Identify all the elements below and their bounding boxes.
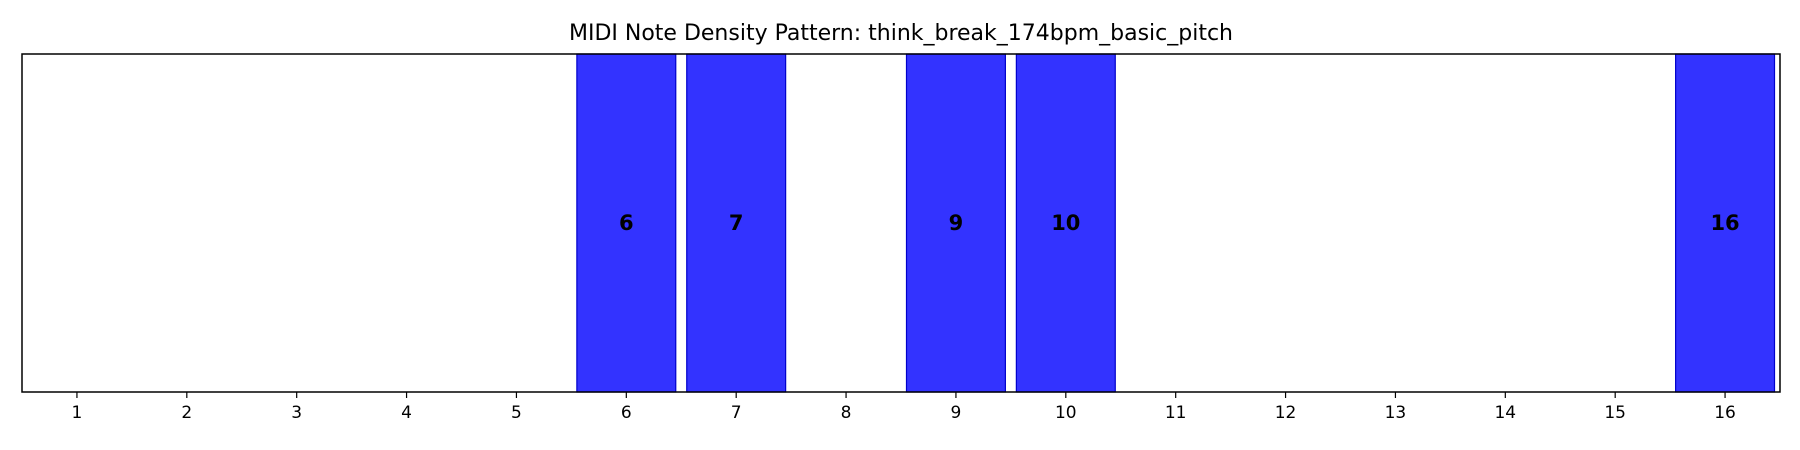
- bar-label-16: 16: [1710, 211, 1739, 235]
- x-tick-label-16: 16: [1714, 403, 1736, 423]
- x-tick-label-8: 8: [841, 403, 852, 423]
- plot-frame: [21, 53, 1781, 393]
- bars-group: [576, 53, 1776, 393]
- bar-labels-group: 6 7 9 10 16: [619, 211, 1740, 235]
- x-tick-label-12: 12: [1275, 403, 1297, 423]
- bar-6: [576, 53, 677, 393]
- x-tick-label-9: 9: [951, 403, 962, 423]
- x-tick-label-14: 14: [1494, 403, 1516, 423]
- x-tick-label-6: 6: [621, 403, 632, 423]
- x-tick-label-11: 11: [1165, 403, 1187, 423]
- bar-10: [1015, 53, 1116, 393]
- x-axis-ticks: 1 2 3 4 5 6 7 8 9 10 11 12 13 14 15 16: [72, 392, 1736, 423]
- bar-16: [1675, 53, 1776, 393]
- bar-label-9: 9: [949, 211, 964, 235]
- x-tick-label-4: 4: [401, 403, 412, 423]
- x-tick-label-1: 1: [72, 403, 83, 423]
- x-tick-label-10: 10: [1055, 403, 1077, 423]
- x-tick-label-7: 7: [731, 403, 742, 423]
- x-tick-label-3: 3: [291, 403, 302, 423]
- bar-label-10: 10: [1051, 211, 1080, 235]
- x-tick-label-15: 15: [1604, 403, 1626, 423]
- chart-title: MIDI Note Density Pattern: think_break_1…: [569, 21, 1233, 46]
- x-tick-label-5: 5: [511, 403, 522, 423]
- bar-7: [686, 53, 787, 393]
- x-tick-label-2: 2: [181, 403, 192, 423]
- x-tick-label-13: 13: [1385, 403, 1407, 423]
- bar-label-6: 6: [619, 211, 634, 235]
- bar-label-7: 7: [729, 211, 744, 235]
